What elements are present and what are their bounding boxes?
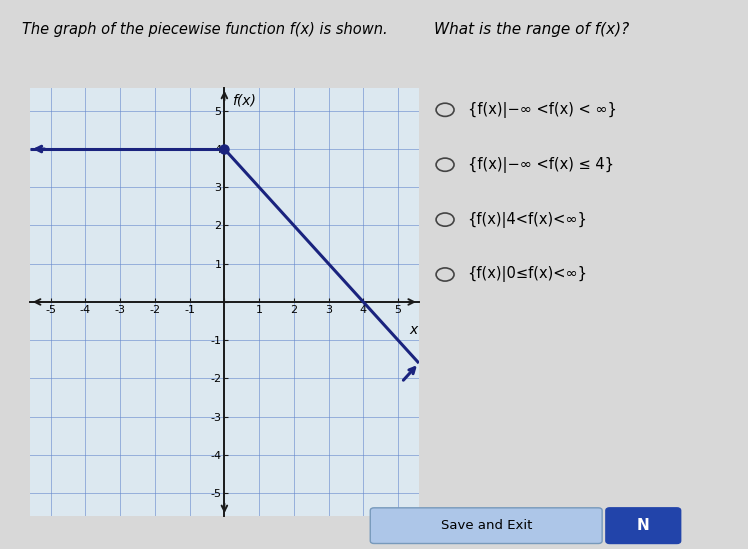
Text: {f(x)|0≤f(x)<∞}: {f(x)|0≤f(x)<∞}	[468, 266, 587, 283]
Text: x: x	[410, 323, 418, 337]
Text: The graph of the piecewise function f(x) is shown.: The graph of the piecewise function f(x)…	[22, 22, 388, 37]
Text: {f(x)|−∞ <f(x) ≤ 4}: {f(x)|−∞ <f(x) ≤ 4}	[468, 156, 613, 173]
Text: f(x): f(x)	[232, 93, 256, 108]
Text: {f(x)|4<f(x)<∞}: {f(x)|4<f(x)<∞}	[468, 211, 587, 228]
Text: What is the range of f(x)?: What is the range of f(x)?	[434, 22, 629, 37]
Text: {f(x)|−∞ <f(x) < ∞}: {f(x)|−∞ <f(x) < ∞}	[468, 102, 616, 118]
Text: Save and Exit: Save and Exit	[441, 519, 532, 532]
Text: N: N	[637, 518, 650, 533]
